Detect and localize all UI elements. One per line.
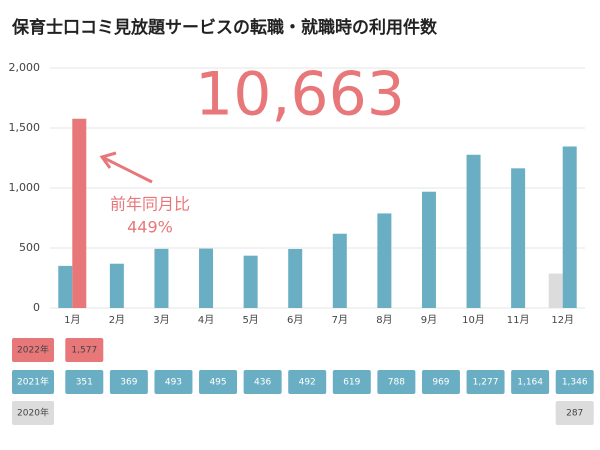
- table-cell: [288, 370, 327, 394]
- bar: [511, 168, 526, 308]
- x-tick-label: 5月: [242, 314, 258, 326]
- x-tick-label: 11月: [507, 314, 530, 326]
- y-tick-label: 2,000: [9, 61, 41, 74]
- chart-title: 保育士口コミ見放題サービスの転職・就職時の利用件数: [11, 17, 438, 38]
- table-cell: [65, 338, 104, 362]
- value-label: 495: [209, 378, 226, 388]
- value-label: 436: [254, 378, 271, 388]
- bar: [548, 273, 563, 308]
- x-tick-label: 10月: [462, 314, 485, 326]
- bar: [421, 191, 436, 308]
- table-cell: [555, 401, 594, 425]
- legend-swatch: [12, 338, 54, 362]
- table-cell: [243, 370, 282, 394]
- value-label: 1,346: [562, 378, 588, 388]
- legend-swatch: [12, 401, 54, 425]
- value-label: 788: [388, 378, 405, 388]
- table-cell: [421, 370, 460, 394]
- table-cell: [109, 370, 148, 394]
- y-tick-label: 500: [19, 241, 40, 254]
- bar: [72, 118, 87, 308]
- x-tick-label: 7月: [332, 314, 348, 326]
- bar: [466, 154, 481, 308]
- y-tick-label: 1,000: [9, 181, 41, 194]
- value-label: 287: [566, 409, 583, 419]
- bar: [562, 146, 577, 308]
- x-tick-label: 9月: [421, 314, 437, 326]
- x-tick-label: 4月: [198, 314, 214, 326]
- x-tick-label: 12月: [551, 314, 574, 326]
- legend-swatch: [12, 370, 54, 394]
- legend-label: 2021年: [17, 376, 49, 388]
- table-cell: [466, 370, 505, 394]
- value-label: 492: [299, 378, 316, 388]
- bar: [199, 248, 214, 308]
- bar: [288, 248, 303, 308]
- total-label: 10,663: [195, 60, 405, 130]
- legend-label: 2020年: [17, 407, 49, 419]
- table-cell: [332, 370, 371, 394]
- table-cell: [154, 370, 193, 394]
- x-tick-label: 2月: [109, 314, 125, 326]
- x-tick-label: 1月: [64, 314, 80, 326]
- table-cell: [377, 370, 416, 394]
- x-tick-label: 6月: [287, 314, 303, 326]
- value-label: 1,277: [473, 378, 499, 388]
- bar: [154, 248, 169, 308]
- value-label: 969: [432, 378, 449, 388]
- y-tick-label: 0: [33, 301, 40, 314]
- value-label: 493: [165, 378, 182, 388]
- legend-label: 2022年: [17, 344, 49, 356]
- bar: [109, 263, 124, 308]
- value-label: 619: [343, 378, 360, 388]
- value-label: 351: [76, 378, 93, 388]
- bar: [58, 265, 73, 308]
- x-tick-label: 8月: [376, 314, 392, 326]
- value-label: 369: [120, 378, 137, 388]
- arrow: [99, 151, 153, 184]
- value-label: 1,164: [517, 378, 543, 388]
- x-tick-label: 3月: [153, 314, 169, 326]
- table-cell: [199, 370, 238, 394]
- annotation: 449%: [127, 218, 173, 237]
- table-cell: [511, 370, 550, 394]
- y-tick-label: 1,500: [9, 121, 41, 134]
- bar: [332, 233, 347, 308]
- annotation: 前年同月比: [110, 195, 190, 214]
- bar: [243, 255, 258, 308]
- table-cell: [65, 370, 104, 394]
- bar: [377, 213, 392, 308]
- table-cell: [555, 370, 594, 394]
- value-label: 1,577: [71, 346, 97, 356]
